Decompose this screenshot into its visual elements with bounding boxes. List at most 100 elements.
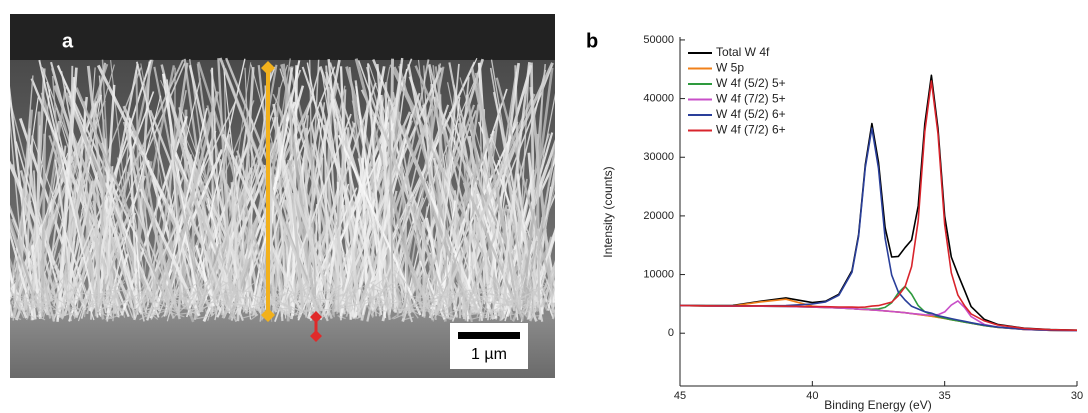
nanowire-stub xyxy=(377,308,386,312)
nanowire xyxy=(61,59,184,320)
legend-label: W 4f (5/2) 6+ xyxy=(716,107,786,121)
series-line xyxy=(679,74,1078,331)
nanowire-stub xyxy=(11,302,36,320)
nanowire-stub xyxy=(256,307,261,314)
nanowire xyxy=(305,59,320,316)
nanowire xyxy=(106,95,162,313)
nanowire-stub xyxy=(244,282,255,292)
nanowire-stub xyxy=(424,290,449,307)
nanowire-stub xyxy=(494,289,505,296)
nanowire-stub xyxy=(381,272,397,301)
nanowire-stub xyxy=(118,305,121,311)
nanowire-stub xyxy=(221,300,248,308)
nanowire-stub xyxy=(380,282,389,297)
nanowire xyxy=(104,182,159,311)
nanowire xyxy=(529,262,555,322)
nanowire xyxy=(166,79,184,305)
nanowire-stub xyxy=(550,277,553,295)
nanowire xyxy=(51,75,71,316)
nanowire-stub xyxy=(320,314,330,318)
nanowire-stub xyxy=(424,285,428,293)
nanowire xyxy=(128,117,139,309)
nanowire-stub xyxy=(229,295,251,299)
nanowire-stub xyxy=(131,303,135,320)
nanowire-stub xyxy=(327,291,339,301)
nanowire xyxy=(10,229,35,321)
nanowire xyxy=(558,105,583,305)
nanowire-stub xyxy=(294,282,308,303)
nanowire-stub xyxy=(443,315,454,320)
y-tick-label: 50000 xyxy=(643,34,674,46)
nanowire-stub xyxy=(262,307,266,313)
nanowire-stub xyxy=(435,301,445,316)
nanowire xyxy=(339,66,386,319)
nanowire-stub xyxy=(325,284,342,295)
panel-label: b xyxy=(586,30,598,52)
nanowire-stub xyxy=(79,299,109,305)
nanowire-stub xyxy=(191,284,203,302)
scale-bar xyxy=(458,332,520,339)
nanowire-stub xyxy=(185,304,210,316)
nanowire-stub xyxy=(356,315,362,320)
nanowire xyxy=(83,101,91,301)
nanowire-stub xyxy=(557,317,567,318)
nanowire-stub xyxy=(190,306,204,311)
nanowire-stub xyxy=(80,279,87,292)
nanowire xyxy=(513,92,555,309)
nanowire xyxy=(75,87,175,319)
nanowire-stub xyxy=(553,310,555,313)
nanowire-stub xyxy=(335,293,344,298)
nanowire xyxy=(489,246,509,320)
nanowire-stub xyxy=(10,315,22,321)
nanowire xyxy=(554,296,555,301)
nanowire-stub xyxy=(44,309,53,314)
nanowire xyxy=(0,195,5,320)
nanowire xyxy=(520,67,554,301)
nanowire xyxy=(40,133,47,317)
nanowire-stub xyxy=(508,291,516,312)
nanowire-stub xyxy=(183,299,189,308)
nanowire xyxy=(250,119,253,314)
nanowire-stub xyxy=(52,307,76,311)
nanowire xyxy=(0,257,6,321)
nanowire-stub xyxy=(556,285,559,309)
legend-label: W 5p xyxy=(716,61,744,75)
nanowire xyxy=(0,149,6,306)
nanowire xyxy=(445,76,470,315)
nanowire xyxy=(61,222,95,321)
nanowire xyxy=(13,152,69,308)
nanowire-stub xyxy=(69,280,82,301)
legend-label: Total W 4f xyxy=(716,45,770,59)
nanowire xyxy=(36,164,61,309)
nanowire xyxy=(149,165,213,304)
nanowire-stub xyxy=(315,308,332,311)
nanowire-stub xyxy=(313,294,324,303)
nanowire-stub xyxy=(161,290,174,307)
nanowire-stub xyxy=(524,304,537,307)
nanowire-stub xyxy=(402,302,415,313)
nanowire-stub xyxy=(324,275,338,301)
nanowire-stub xyxy=(184,299,211,307)
nanowire-stub xyxy=(298,277,312,291)
nanowire xyxy=(221,133,304,315)
nanowire-stub xyxy=(230,285,243,304)
x-tick-label: 30 xyxy=(1071,390,1083,402)
nanowire-stub xyxy=(518,299,525,303)
x-tick-label: 40 xyxy=(806,390,818,402)
nanowire-stub xyxy=(24,290,30,297)
nanowire-stub xyxy=(521,300,532,308)
nanowire-stub xyxy=(393,269,414,291)
nanowire-stub xyxy=(397,308,424,311)
nanowire-stub xyxy=(290,293,295,304)
nanowire-stub xyxy=(36,315,46,321)
nanowire-stub xyxy=(91,275,100,304)
legend-label: W 4f (7/2) 6+ xyxy=(716,123,786,137)
nanowire-stub xyxy=(96,309,113,320)
nanowire xyxy=(92,181,101,303)
nanowire-stub xyxy=(341,288,356,309)
nanowire-stub xyxy=(424,298,438,303)
nanowire-stub xyxy=(475,283,491,306)
nanowire-stub xyxy=(221,308,224,314)
nanowire-stub xyxy=(471,296,478,307)
nanowire xyxy=(53,85,140,312)
